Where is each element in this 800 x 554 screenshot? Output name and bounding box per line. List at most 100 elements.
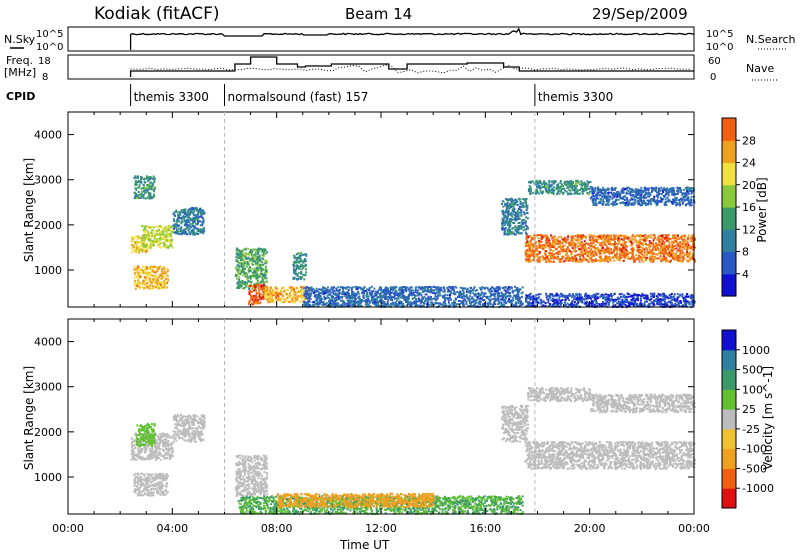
- data-cell: [301, 300, 304, 303]
- data-cell: [510, 230, 513, 233]
- data-cell: [589, 242, 592, 245]
- data-cell: [192, 219, 195, 222]
- data-cell: [691, 236, 694, 239]
- data-cell: [140, 178, 142, 181]
- data-cell: [612, 234, 615, 237]
- data-cell: [328, 290, 331, 293]
- data-cell: [514, 289, 517, 292]
- data-cell: [141, 236, 144, 239]
- data-cell: [504, 221, 507, 224]
- data-cell: [388, 297, 391, 299]
- data-cell: [580, 237, 583, 240]
- data-cell: [339, 299, 342, 302]
- data-cell: [262, 268, 265, 271]
- data-cell: [573, 237, 576, 240]
- data-cell: [264, 271, 267, 274]
- data-cell: [135, 236, 138, 238]
- data-cell: [570, 250, 573, 253]
- data-cell: [235, 267, 237, 270]
- data-cell: [526, 254, 529, 257]
- data-cell: [653, 252, 656, 255]
- data-cell: [382, 294, 385, 297]
- data-cell: [415, 297, 417, 300]
- data-cell: [444, 293, 447, 296]
- data-cell: [518, 226, 521, 228]
- data-cell: [142, 279, 145, 282]
- data-cell: [369, 293, 372, 296]
- data-cell: [615, 253, 618, 256]
- data-cell: [525, 241, 528, 244]
- data-cell: [543, 245, 546, 248]
- data-cell: [681, 234, 684, 237]
- data-cell: [442, 290, 445, 293]
- data-cell: [681, 240, 684, 243]
- data-cell: [297, 252, 300, 255]
- data-cell: [171, 230, 174, 233]
- data-cell: [626, 250, 629, 253]
- data-cell: [574, 246, 577, 249]
- data-cell: [134, 249, 136, 252]
- data-cell: [515, 218, 518, 221]
- data-cell: [683, 252, 686, 255]
- data-cell: [453, 302, 456, 305]
- data-cell: [148, 194, 151, 197]
- data-cell: [279, 289, 282, 292]
- data-cell: [249, 252, 252, 254]
- data-cell: [138, 286, 141, 289]
- data-cell: [558, 243, 561, 246]
- data-cell: [513, 222, 516, 225]
- data-cell: [155, 282, 158, 284]
- data-cell: [168, 245, 171, 248]
- data-cell: [254, 286, 257, 289]
- data-cell: [507, 214, 510, 217]
- data-cell: [247, 264, 250, 267]
- data-cell: [599, 251, 602, 254]
- data-cell: [144, 234, 147, 237]
- data-cell: [268, 297, 271, 300]
- data-cell: [290, 293, 293, 296]
- data-cell: [409, 286, 412, 289]
- data-cell: [143, 180, 146, 183]
- data-cell: [574, 256, 577, 258]
- data-cell: [342, 289, 345, 292]
- data-cell: [323, 292, 326, 295]
- data-cell: [480, 297, 483, 300]
- data-cell: [293, 272, 296, 275]
- data-cell: [571, 245, 574, 247]
- data-cell: [301, 253, 304, 256]
- data-cell: [380, 298, 383, 301]
- data-cell: [595, 248, 598, 251]
- data-cell: [424, 298, 427, 301]
- data-cell: [601, 247, 603, 249]
- data-cell: [353, 302, 356, 305]
- data-cell: [672, 241, 675, 244]
- data-cell: [296, 274, 299, 277]
- data-cell: [636, 240, 639, 243]
- data-cell: [257, 250, 259, 253]
- data-cell: [373, 293, 376, 296]
- data-cell: [295, 253, 298, 256]
- data-cell: [357, 301, 360, 304]
- data-cell: [145, 242, 148, 245]
- data-cell: [163, 246, 166, 248]
- data-cell: [380, 302, 383, 304]
- data-cell: [257, 264, 260, 267]
- data-cell: [508, 227, 510, 230]
- data-cell: [526, 244, 529, 247]
- data-cell: [175, 232, 178, 235]
- data-cell: [583, 240, 586, 243]
- data-cell: [322, 301, 325, 304]
- data-cell: [506, 199, 509, 202]
- data-cell: [505, 219, 508, 222]
- data-cell: [527, 244, 530, 247]
- data-cell: [691, 238, 694, 241]
- data-cell: [153, 281, 156, 284]
- data-cell: [152, 235, 155, 238]
- data-cell: [478, 294, 481, 297]
- data-cell: [430, 286, 433, 289]
- data-cell: [195, 214, 198, 217]
- data-cell: [423, 295, 426, 298]
- data-cell: [475, 295, 478, 298]
- data-cell: [497, 296, 500, 299]
- data-cell: [167, 235, 170, 238]
